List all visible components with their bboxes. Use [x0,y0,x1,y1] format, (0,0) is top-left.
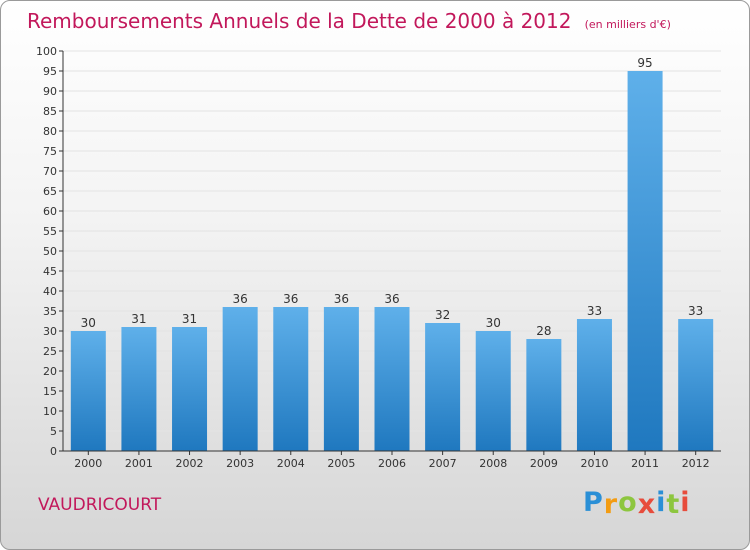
bar [121,327,157,451]
logo-letter: t [666,489,681,520]
y-tick-label: 80 [43,125,57,138]
x-tick-label: 2010 [580,457,608,470]
bar [678,319,714,451]
y-tick-label: 15 [43,385,57,398]
bar [425,323,461,451]
proxiti-logo: Proxiti [583,487,691,520]
data-label: 33 [587,304,602,318]
data-label: 36 [233,292,248,306]
logo-letter: i [680,487,691,518]
logo-letter: i [656,487,667,518]
y-tick-label: 0 [50,445,57,458]
chart-title-block: Remboursements Annuels de la Dette de 20… [27,9,671,33]
y-tick-label: 45 [43,265,57,278]
y-tick-label: 75 [43,145,57,158]
data-label: 36 [384,292,399,306]
data-label: 31 [131,312,146,326]
logo-letter: P [583,487,604,518]
city-name: VAUDRICOURT [38,495,162,515]
y-tick-label: 90 [43,85,57,98]
x-tick-label: 2008 [479,457,507,470]
data-label: 36 [283,292,298,306]
bar [526,339,562,451]
x-tick-label: 2001 [125,457,153,470]
y-tick-label: 95 [43,65,57,78]
y-tick-label: 10 [43,405,57,418]
x-tick-label: 2006 [378,457,406,470]
bar [172,327,208,451]
bar [273,307,309,451]
bar [627,71,663,451]
x-tick-label: 2007 [429,457,457,470]
data-label: 95 [637,56,652,70]
bar [70,331,106,451]
bar [323,307,359,451]
x-tick-label: 2004 [277,457,305,470]
data-label: 28 [536,324,551,338]
y-tick-label: 30 [43,325,57,338]
y-tick-label: 40 [43,285,57,298]
y-tick-label: 70 [43,165,57,178]
bar [222,307,258,451]
bar [576,319,612,451]
bar [475,331,511,451]
y-tick-label: 60 [43,205,57,218]
chart-title: Remboursements Annuels de la Dette de 20… [27,9,572,33]
data-label: 30 [81,316,96,330]
bar [374,307,410,451]
x-tick-label: 2009 [530,457,558,470]
logo-letter: o [618,487,638,518]
logo-letter: x [637,489,657,520]
y-tick-label: 25 [43,345,57,358]
x-tick-label: 2003 [226,457,254,470]
unit-note: (en milliers d'€) [584,18,671,31]
y-tick-label: 65 [43,185,57,198]
data-label: 33 [688,304,703,318]
y-tick-label: 35 [43,305,57,318]
data-label: 30 [486,316,501,330]
y-tick-label: 85 [43,105,57,118]
y-tick-label: 20 [43,365,57,378]
logo-letter: r [603,489,619,520]
x-tick-label: 2011 [631,457,659,470]
x-tick-label: 2005 [327,457,355,470]
data-label: 36 [334,292,349,306]
x-tick-label: 2000 [74,457,102,470]
y-tick-label: 55 [43,225,57,238]
data-label: 31 [182,312,197,326]
data-label: 32 [435,308,450,322]
y-tick-label: 100 [36,45,57,58]
x-tick-label: 2002 [176,457,204,470]
x-tick-label: 2012 [682,457,710,470]
y-tick-label: 50 [43,245,57,258]
y-tick-label: 5 [50,425,57,438]
